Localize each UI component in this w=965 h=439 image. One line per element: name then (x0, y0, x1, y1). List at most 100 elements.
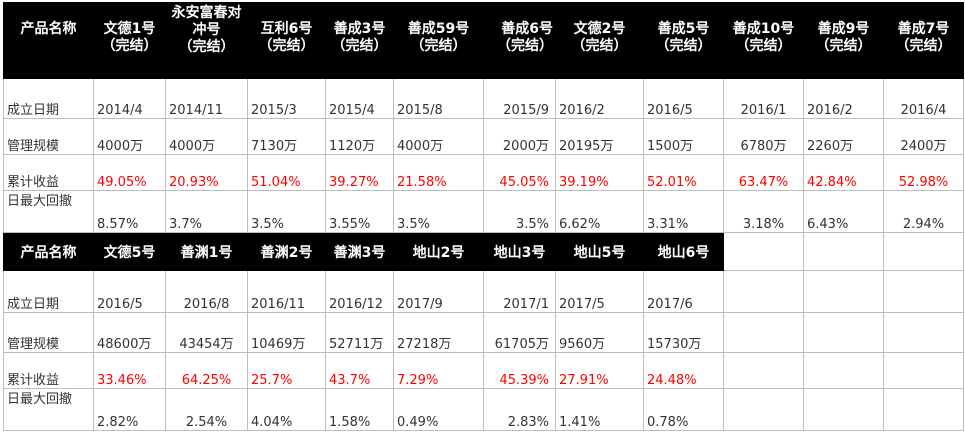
product-name: 善成9号 (817, 21, 870, 37)
table-row: 累计收益 49.05% 20.93% 51.04% 39.27% 21.58% … (3, 154, 964, 191)
cell: 4.04% (247, 388, 326, 431)
table-row: 成立日期 2016/5 2016/8 2016/11 2016/12 2017/… (3, 270, 964, 313)
cell: 2015/3 (247, 78, 326, 119)
cell: 52711万 (325, 312, 394, 353)
product-status: （完结） (258, 38, 315, 54)
cell: 6780万 (723, 118, 804, 155)
cell: 2015/4 (325, 78, 394, 119)
cell: 1.41% (555, 388, 644, 431)
cell: 15730万 (643, 312, 724, 353)
cell: 3.55% (325, 190, 394, 233)
cell: 52.98% (883, 154, 964, 191)
product-name: 文德2号 (573, 21, 626, 37)
cell: 2014/11 (165, 78, 248, 119)
cell: 4000万 (93, 118, 166, 155)
cell: 2016/2 (555, 78, 644, 119)
product-header: 文德1号 （完结） (93, 2, 166, 79)
cell (723, 312, 804, 353)
product-status: （完结） (101, 38, 158, 54)
cell: 21.58% (393, 154, 484, 191)
cell: 2017/1 (483, 270, 556, 313)
cell: 8.57% (93, 190, 166, 233)
cell: 10469万 (247, 312, 326, 353)
cell (803, 270, 884, 313)
cell: 3.5% (247, 190, 326, 233)
row-label: 管理规模 (3, 118, 94, 155)
product-header: 善成7号 （完结） (883, 2, 964, 79)
product-status: （完结） (331, 38, 388, 54)
cell: 2015/8 (393, 78, 484, 119)
product-name: 文德1号 (103, 21, 156, 37)
cell: 2016/8 (165, 270, 248, 313)
product-header: 善成5号 （完结） (643, 2, 724, 79)
cell: 2017/6 (643, 270, 724, 313)
cell: 4000万 (393, 118, 484, 155)
product-header: 互利6号 （完结） (247, 2, 326, 79)
cell: 43.7% (325, 352, 394, 389)
table1-header-row: 产品名称 文德1号 （完结） 永安富春对冲号 （完结） 互利6号 （完结） 善成3号（… (3, 2, 964, 79)
product-header: 善成3号 （完结） (325, 2, 394, 79)
cell: 1120万 (325, 118, 394, 155)
cell (723, 352, 804, 389)
product-name: 善成3号 (333, 21, 386, 37)
cell: 48600万 (93, 312, 166, 353)
cell: 61705万 (483, 312, 556, 353)
header-label: 产品名称 (3, 2, 94, 79)
product-name: 永安富春对冲号 (171, 5, 242, 38)
cell: 2016/12 (325, 270, 394, 313)
cell: 25.7% (247, 352, 326, 389)
product-status: （完结） (655, 38, 712, 54)
cell: 2016/2 (803, 78, 884, 119)
cell: 42.84% (803, 154, 884, 191)
cell: 45.39% (483, 352, 556, 389)
cell: 45.05% (483, 154, 556, 191)
cell: 20.93% (165, 154, 248, 191)
product-name: 善渊1号 (165, 232, 248, 271)
product-name (883, 232, 964, 271)
cell: 2000万 (483, 118, 556, 155)
cell: 0.49% (393, 388, 484, 431)
product-status: （完结） (178, 39, 235, 55)
cell: 2017/5 (555, 270, 644, 313)
cell: 2400万 (883, 118, 964, 155)
cell (883, 388, 964, 431)
product-name (803, 232, 884, 271)
cell: 3.31% (643, 190, 724, 233)
cell: 2.82% (93, 388, 166, 431)
cell (723, 388, 804, 431)
product-status: （完结） (410, 38, 467, 54)
cell: 4000万 (165, 118, 248, 155)
row-label: 日最大回撤 (3, 190, 94, 233)
product-name: 地山6号 (643, 232, 724, 271)
table-row: 成立日期 2014/4 2014/11 2015/3 2015/4 2015/8… (3, 78, 964, 119)
product-name: 善成10号 (732, 21, 795, 37)
cell: 27.91% (555, 352, 644, 389)
table2-header-row: 产品名称 文德5号 善渊1号 善渊2号 善渊3号 地山2号 地山3号 地山5号 … (3, 232, 964, 271)
product-name (723, 232, 804, 271)
product-status: （完结） (815, 38, 872, 54)
table-row: 日最大回撤 2.82% 2.54% 4.04% 1.58% 0.49% 2.83… (3, 388, 964, 431)
product-name: 地山3号 (483, 232, 556, 271)
cell (883, 270, 964, 313)
product-status: （完结） (895, 38, 952, 54)
header-label: 产品名称 (3, 232, 94, 271)
cell: 2015/9 (483, 78, 556, 119)
cell: 51.04% (247, 154, 326, 191)
cell: 2.94% (883, 190, 964, 233)
cell: 27218万 (393, 312, 484, 353)
cell: 9560万 (555, 312, 644, 353)
fund-table: 产品名称 文德1号 （完结） 永安富春对冲号 （完结） 互利6号 （完结） 善成3号（… (3, 2, 964, 431)
cell: 3.5% (393, 190, 484, 233)
product-name: 善渊3号 (325, 232, 394, 271)
cell: 24.48% (643, 352, 724, 389)
product-header: 善成59号 （完结） (393, 2, 484, 79)
row-label: 累计收益 (3, 352, 94, 389)
cell: 20195万 (555, 118, 644, 155)
cell: 3.7% (165, 190, 248, 233)
product-status: （完结） (735, 38, 792, 54)
cell: 39.27% (325, 154, 394, 191)
table-row: 管理规模 48600万 43454万 10469万 52711万 27218万 … (3, 312, 964, 353)
row-label: 日最大回撤 (3, 388, 94, 431)
product-name: 善成5号 (657, 21, 710, 37)
cell (803, 352, 884, 389)
